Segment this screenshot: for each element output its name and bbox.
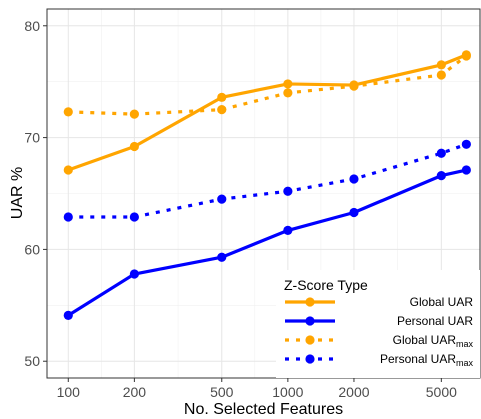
data-point: [217, 92, 227, 102]
legend-key-point: [305, 316, 315, 326]
legend-title: Z-Score Type: [284, 277, 368, 293]
data-point: [63, 212, 73, 222]
data-point: [217, 194, 227, 204]
series-4: [63, 139, 471, 222]
x-tick-label: 500: [210, 384, 234, 400]
y-tick-label: 70: [24, 130, 40, 146]
data-point: [63, 310, 73, 320]
legend-label-text: Global UAR: [410, 295, 474, 309]
data-point: [436, 70, 446, 80]
legend-label: Personal UARmax: [380, 352, 474, 368]
data-point: [129, 109, 139, 119]
plot-border: [46, 8, 481, 379]
series-layer: [63, 50, 471, 320]
legend-key: [285, 335, 335, 345]
data-point: [217, 252, 227, 262]
x-axis-ticks: 100 200 500 1000 2000 5000: [57, 378, 457, 400]
data-point: [217, 105, 227, 115]
data-point: [129, 269, 139, 279]
grid: [47, 9, 480, 378]
data-point: [436, 60, 446, 70]
y-tick-label: 50: [24, 353, 40, 369]
legend-label: Global UAR: [410, 295, 474, 309]
legend-key-point: [305, 335, 315, 345]
x-tick-label: 2000: [338, 384, 369, 400]
y-axis-title: UAR %: [9, 167, 26, 219]
legend-label-subscript: max: [456, 339, 474, 349]
data-point: [283, 186, 293, 196]
x-tick-label: 200: [123, 384, 147, 400]
legend-key: [285, 316, 335, 326]
series-3: [63, 51, 471, 119]
x-axis-title: No. Selected Features: [184, 401, 343, 418]
legend-label-text: Personal UAR: [397, 314, 473, 328]
x-tick-label: 1000: [272, 384, 303, 400]
x-tick-label: 5000: [426, 384, 457, 400]
legend-key: [285, 297, 335, 307]
y-axis-ticks: 50 60 70 80: [24, 18, 47, 369]
legend-label-text: Global UAR: [393, 333, 457, 347]
data-point: [461, 139, 471, 149]
data-point: [283, 88, 293, 98]
legend-label: Personal UAR: [397, 314, 473, 328]
series-2: [63, 165, 471, 320]
y-tick-label: 60: [24, 241, 40, 257]
data-point: [283, 79, 293, 89]
data-point: [436, 148, 446, 158]
data-point: [436, 171, 446, 181]
data-point: [63, 107, 73, 117]
legend-label-subscript: max: [456, 358, 474, 368]
legend-label: Global UARmax: [393, 333, 474, 349]
data-point: [349, 207, 359, 218]
legend-key-point: [305, 354, 315, 364]
data-point: [349, 81, 359, 91]
x-tick-label: 100: [57, 384, 81, 400]
legend-label-text: Personal UAR: [380, 352, 456, 366]
data-point: [461, 51, 471, 61]
legend-key: [285, 354, 335, 364]
data-point: [129, 141, 139, 152]
data-point: [283, 225, 293, 235]
data-point: [349, 174, 359, 184]
legend-key-point: [305, 297, 315, 307]
data-point: [129, 212, 139, 222]
data-point: [461, 165, 471, 175]
y-tick-label: 80: [24, 18, 40, 34]
legend: Z-Score Type Global UAR Personal UAR Globa…: [276, 270, 480, 378]
data-point: [63, 165, 73, 175]
